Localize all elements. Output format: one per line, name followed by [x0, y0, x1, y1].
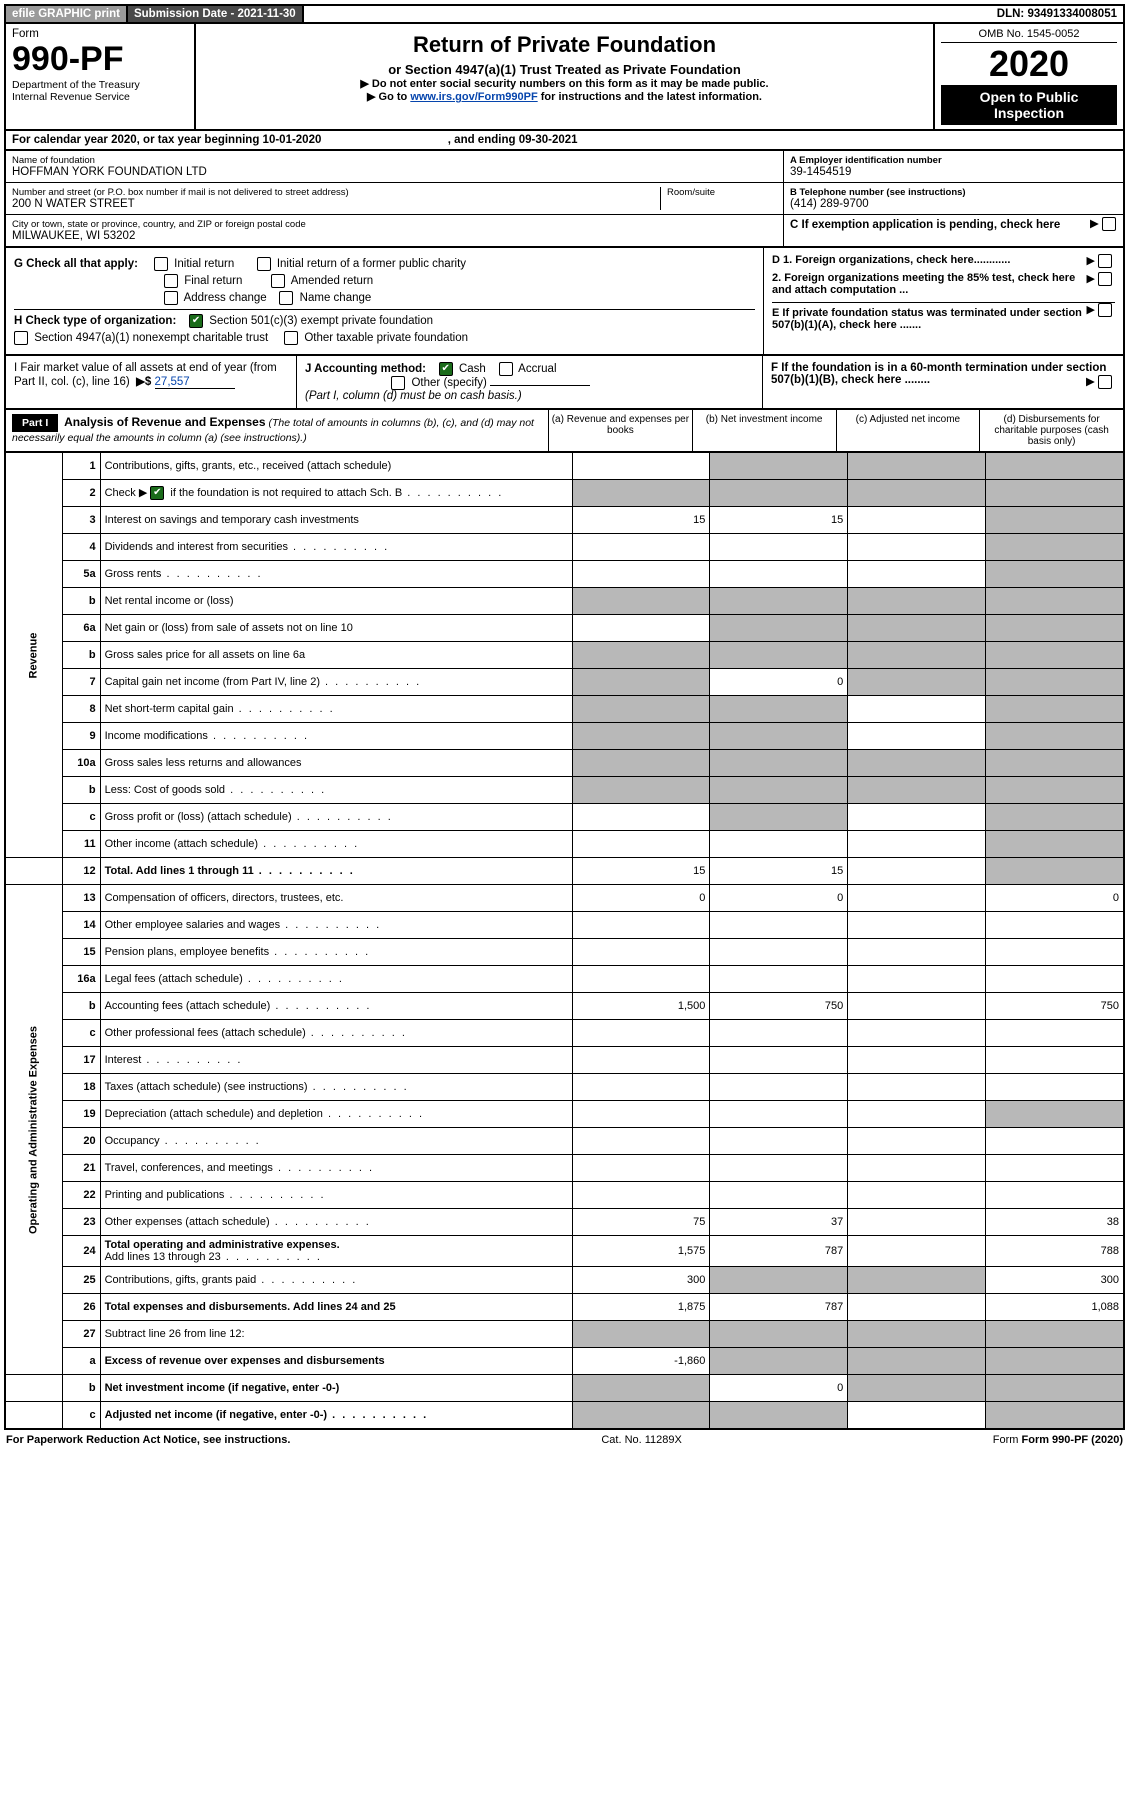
- g-initial-former[interactable]: [257, 257, 271, 271]
- e-label: E If private foundation status was termi…: [772, 307, 1082, 331]
- f-label: F If the foundation is in a 60-month ter…: [771, 362, 1106, 386]
- col-c: (c) Adjusted net income: [836, 410, 980, 451]
- d2-checkbox[interactable]: [1098, 272, 1112, 286]
- city-label: City or town, state or province, country…: [12, 219, 777, 230]
- d2-label: 2. Foreign organizations meeting the 85%…: [772, 272, 1075, 296]
- schb-checkbox[interactable]: [150, 486, 164, 500]
- efile-print-button[interactable]: efile GRAPHIC print: [6, 6, 128, 22]
- note-ssn: ▶ Do not enter social security numbers o…: [202, 77, 927, 90]
- e-checkbox[interactable]: [1098, 303, 1112, 317]
- col-a: (a) Revenue and expenses per books: [548, 410, 692, 451]
- dln-label: DLN: 93491334008051: [991, 6, 1123, 22]
- j-label: J Accounting method:: [305, 363, 426, 375]
- j-cash[interactable]: [439, 362, 453, 376]
- form-subtitle: or Section 4947(a)(1) Trust Treated as P…: [202, 62, 927, 77]
- irs-link[interactable]: www.irs.gov/Form990PF: [410, 91, 537, 103]
- form-word: Form: [12, 28, 188, 40]
- f-checkbox[interactable]: [1098, 375, 1112, 389]
- address: 200 N WATER STREET: [12, 198, 654, 210]
- dept: Department of the Treasury: [12, 79, 188, 91]
- omb-number: OMB No. 1545-0052: [941, 28, 1117, 43]
- g-initial-return[interactable]: [154, 257, 168, 271]
- irs: Internal Revenue Service: [12, 91, 188, 103]
- footer: For Paperwork Reduction Act Notice, see …: [4, 1430, 1125, 1450]
- addr-label: Number and street (or P.O. box number if…: [12, 187, 654, 198]
- col-d: (d) Disbursements for charitable purpose…: [979, 410, 1123, 451]
- h-label: H Check type of organization:: [14, 315, 176, 327]
- d1-checkbox[interactable]: [1098, 254, 1112, 268]
- c-checkbox[interactable]: [1102, 217, 1116, 231]
- city-state-zip: MILWAUKEE, WI 53202: [12, 230, 777, 242]
- g-final-return[interactable]: [164, 274, 178, 288]
- c-label: C If exemption application is pending, c…: [790, 219, 1060, 231]
- open-to-public: Open to Public Inspection: [941, 85, 1117, 125]
- h-501c3[interactable]: [189, 314, 203, 328]
- ein-label: A Employer identification number: [790, 155, 1117, 166]
- footer-right: Form Form 990-PF (2020): [993, 1434, 1123, 1446]
- j-accrual[interactable]: [499, 362, 513, 376]
- phone-label: B Telephone number (see instructions): [790, 187, 1117, 198]
- i-j-block: I Fair market value of all assets at end…: [4, 356, 1125, 410]
- footer-left: For Paperwork Reduction Act Notice, see …: [6, 1434, 290, 1446]
- h-4947[interactable]: [14, 331, 28, 345]
- room-label: Room/suite: [667, 187, 777, 198]
- form-title: Return of Private Foundation: [202, 32, 927, 58]
- top-bar: efile GRAPHIC print Submission Date - 20…: [4, 4, 1125, 24]
- j-note: (Part I, column (d) must be on cash basi…: [305, 390, 522, 402]
- expenses-label: Operating and Administrative Expenses: [5, 885, 63, 1375]
- j-other[interactable]: [391, 376, 405, 390]
- tax-year: 2020: [941, 43, 1117, 85]
- header: Form 990-PF Department of the Treasury I…: [4, 24, 1125, 131]
- col-b: (b) Net investment income: [692, 410, 836, 451]
- identity-block: Name of foundation HOFFMAN YORK FOUNDATI…: [4, 151, 1125, 248]
- footer-mid: Cat. No. 11289X: [601, 1434, 682, 1446]
- d1-label: D 1. Foreign organizations, check here..…: [772, 254, 1010, 266]
- g-address-change[interactable]: [164, 291, 178, 305]
- phone-value: (414) 289-9700: [790, 198, 1117, 210]
- h-other-taxable[interactable]: [284, 331, 298, 345]
- note-goto: ▶ Go to www.irs.gov/Form990PF for instru…: [202, 90, 927, 103]
- submission-date: Submission Date - 2021-11-30: [128, 6, 304, 22]
- g-name-change[interactable]: [279, 291, 293, 305]
- name-label: Name of foundation: [12, 155, 777, 166]
- i-value: 27,557: [155, 376, 235, 389]
- g-label: G Check all that apply:: [14, 258, 138, 270]
- foundation-name: HOFFMAN YORK FOUNDATION LTD: [12, 166, 777, 178]
- checks-block: G Check all that apply: Initial return I…: [4, 248, 1125, 356]
- part1-label: Part I: [12, 414, 58, 432]
- part1-table: Revenue 1Contributions, gifts, grants, e…: [4, 453, 1125, 1430]
- ein-value: 39-1454519: [790, 166, 1117, 178]
- form-number: 990-PF: [12, 40, 188, 79]
- g-amended-return[interactable]: [271, 274, 285, 288]
- calendar-year-row: For calendar year 2020, or tax year begi…: [4, 131, 1125, 151]
- revenue-label: Revenue: [5, 453, 63, 858]
- part1-header: Part I Analysis of Revenue and Expenses …: [4, 410, 1125, 453]
